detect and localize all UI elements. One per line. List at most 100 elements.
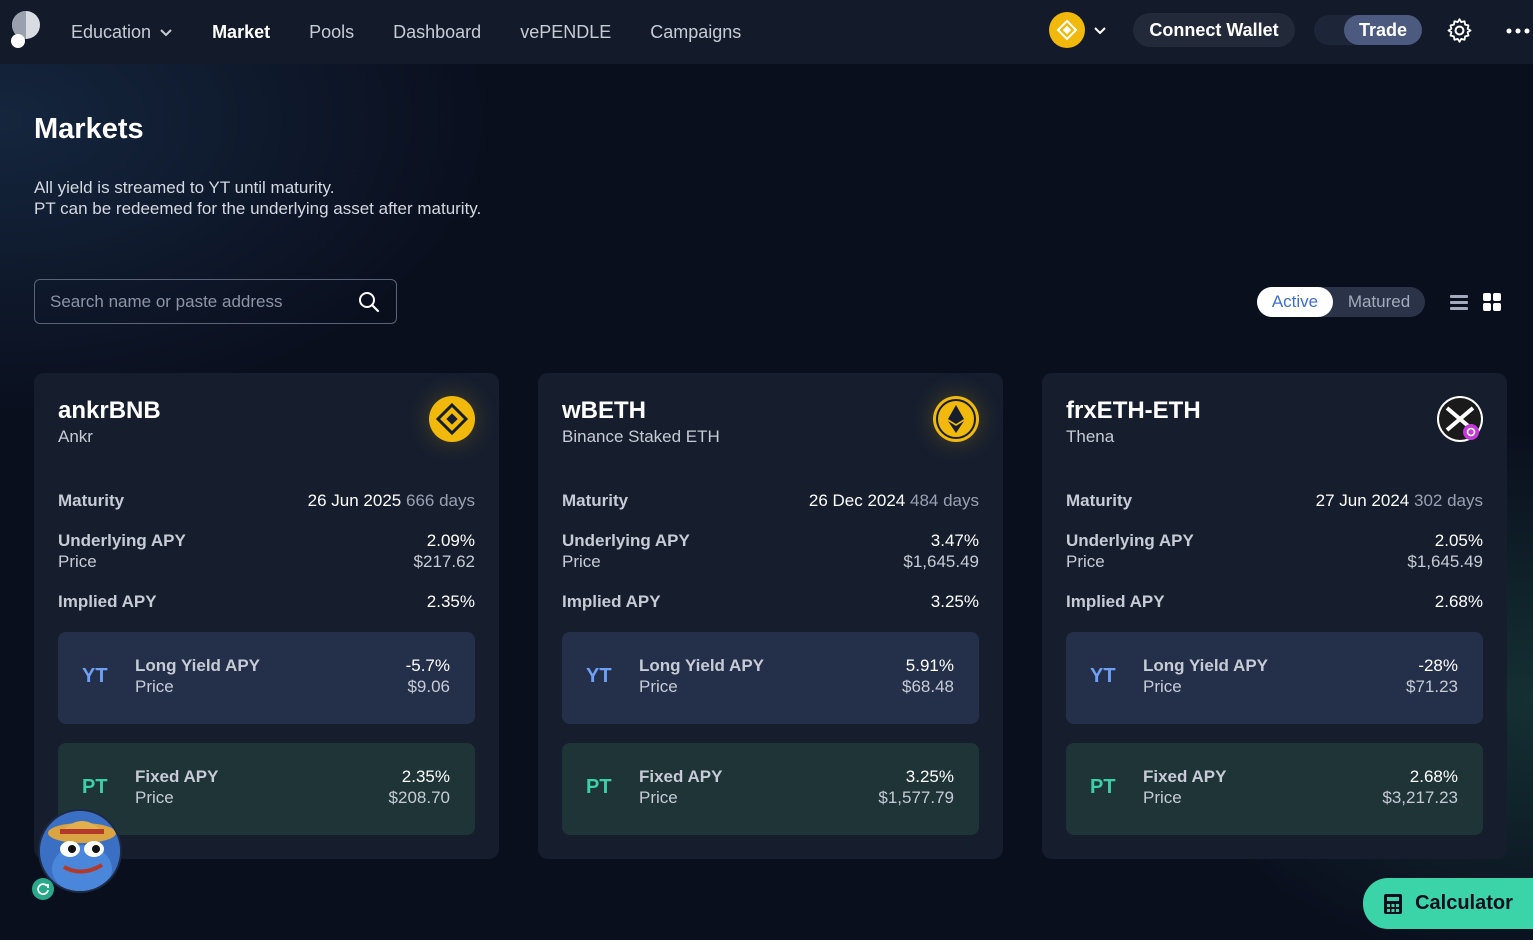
calculator-icon [1384, 893, 1403, 914]
yt-tag: YT [1090, 665, 1116, 687]
pt-price-label: Price [135, 788, 174, 807]
implied-apy-label: Implied APY [1066, 592, 1165, 611]
page-description: All yield is streamed to YT until maturi… [34, 177, 481, 219]
implied-apy-value: 2.35% [426, 592, 475, 611]
list-view-icon[interactable] [1449, 292, 1469, 312]
frax-icon [1437, 396, 1483, 442]
yt-apy-value: -28% [1418, 656, 1458, 675]
yt-apy-value: -5.7% [405, 656, 450, 675]
pt-box[interactable]: PT Fixed APY Price 2.35% $208.70 [58, 743, 475, 835]
pt-apy-value: 3.25% [905, 767, 954, 786]
yt-tag: YT [82, 665, 108, 687]
nav-campaigns[interactable]: Campaigns [650, 21, 742, 42]
market-protocol: Binance Staked ETH [562, 427, 720, 446]
market-card[interactable]: wBETH Binance Staked ETH Maturity 26 Dec… [538, 373, 1003, 859]
market-name: ankrBNB [58, 397, 161, 424]
pt-tag: PT [586, 776, 612, 798]
underlying-apy-label: Underlying APY [562, 531, 690, 550]
market-protocol: Ankr [58, 427, 93, 446]
pt-price-value: $208.70 [388, 788, 450, 807]
implied-apy-label: Implied APY [58, 592, 157, 611]
description-line-2: PT can be redeemed for the underlying as… [34, 199, 482, 218]
underlying-price-value: $217.62 [413, 552, 475, 571]
bnb-icon [429, 396, 475, 442]
search-box [34, 279, 397, 324]
pt-tag: PT [1090, 776, 1116, 798]
search-input[interactable] [50, 291, 350, 312]
yt-price-label: Price [639, 677, 678, 696]
chevron-down-icon [160, 29, 172, 37]
nav-pools[interactable]: Pools [309, 21, 355, 42]
page-title: Markets [34, 113, 144, 145]
yt-box[interactable]: YT Long Yield APY Price 5.91% $68.48 [562, 632, 979, 724]
underlying-price-value: $1,645.49 [903, 552, 979, 571]
bnb-chain-icon [1049, 12, 1085, 48]
yt-price-value: $71.23 [1406, 677, 1458, 696]
maturity-value: 26 Jun 2025 666 days [307, 491, 475, 510]
fixed-apy-label: Fixed APY [135, 767, 219, 786]
underlying-price-value: $1,645.49 [1407, 552, 1483, 571]
price-label: Price [562, 552, 601, 571]
maturity-value: 27 Jun 2024 302 days [1315, 491, 1483, 510]
fixed-apy-label: Fixed APY [639, 767, 723, 786]
pendle-logo-icon[interactable] [9, 10, 43, 50]
underlying-apy-value: 3.47% [930, 531, 979, 550]
pt-price-label: Price [1143, 788, 1182, 807]
chain-selector[interactable] [1049, 12, 1107, 48]
description-line-1: All yield is streamed to YT until maturi… [34, 178, 335, 197]
underlying-apy-value: 2.05% [1434, 531, 1483, 550]
market-card[interactable]: frxETH-ETH Thena Maturity 27 Jun 2024 30… [1042, 373, 1507, 859]
chevron-down-icon [1094, 27, 1106, 35]
maturity-label: Maturity [562, 491, 629, 510]
pt-price-value: $3,217.23 [1382, 788, 1458, 807]
connect-wallet-button[interactable]: Connect Wallet [1133, 13, 1295, 47]
grid-view-icon[interactable] [1482, 292, 1502, 312]
pt-apy-value: 2.35% [401, 767, 450, 786]
gear-icon[interactable] [1446, 17, 1473, 44]
market-protocol: Thena [1066, 427, 1115, 446]
calculator-button[interactable]: Calculator [1363, 878, 1533, 929]
nav-market[interactable]: Market [212, 21, 271, 42]
yt-apy-value: 5.91% [905, 656, 954, 675]
implied-apy-label: Implied APY [562, 592, 661, 611]
yt-price-value: $9.06 [407, 677, 450, 696]
nav-education[interactable]: Education [71, 22, 173, 43]
market-status-filter: Active Matured [1257, 287, 1425, 317]
market-card[interactable]: ankrBNB Ankr Maturity 26 Jun 2025 666 da… [34, 373, 499, 859]
long-yield-apy-label: Long Yield APY [639, 656, 764, 675]
yt-price-label: Price [1143, 677, 1182, 696]
nav-dashboard[interactable]: Dashboard [393, 21, 482, 42]
filter-matured-tab[interactable]: Matured [1347, 292, 1411, 311]
search-icon[interactable] [358, 291, 380, 313]
trade-button[interactable]: Trade [1344, 15, 1422, 45]
long-yield-apy-label: Long Yield APY [1143, 656, 1268, 675]
pt-price-value: $1,577.79 [878, 788, 954, 807]
yt-box[interactable]: YT Long Yield APY Price -5.7% $9.06 [58, 632, 475, 724]
nav-vependle[interactable]: vePENDLE [520, 21, 612, 42]
calculator-label: Calculator [1415, 892, 1513, 914]
pt-tag: PT [82, 776, 108, 798]
price-label: Price [58, 552, 97, 571]
pt-apy-value: 2.68% [1409, 767, 1458, 786]
pepe-avatar[interactable] [38, 809, 122, 893]
yt-tag: YT [586, 665, 612, 687]
price-label: Price [1066, 552, 1105, 571]
market-name: wBETH [562, 397, 646, 424]
underlying-apy-label: Underlying APY [58, 531, 186, 550]
underlying-apy-label: Underlying APY [1066, 531, 1194, 550]
implied-apy-value: 2.68% [1434, 592, 1483, 611]
underlying-apy-value: 2.09% [426, 531, 475, 550]
long-yield-apy-label: Long Yield APY [135, 656, 260, 675]
more-options-icon[interactable] [1505, 26, 1533, 36]
maturity-label: Maturity [58, 491, 125, 510]
filter-active-tab[interactable]: Active [1257, 287, 1333, 317]
yt-box[interactable]: YT Long Yield APY Price -28% $71.23 [1066, 632, 1483, 724]
implied-apy-value: 3.25% [930, 592, 979, 611]
maturity-label: Maturity [1066, 491, 1133, 510]
pt-price-label: Price [639, 788, 678, 807]
refresh-icon[interactable] [32, 878, 54, 900]
yt-price-value: $68.48 [902, 677, 954, 696]
pt-box[interactable]: PT Fixed APY Price 2.68% $3,217.23 [1066, 743, 1483, 835]
pt-box[interactable]: PT Fixed APY Price 3.25% $1,577.79 [562, 743, 979, 835]
maturity-value: 26 Dec 2024 484 days [808, 491, 979, 510]
